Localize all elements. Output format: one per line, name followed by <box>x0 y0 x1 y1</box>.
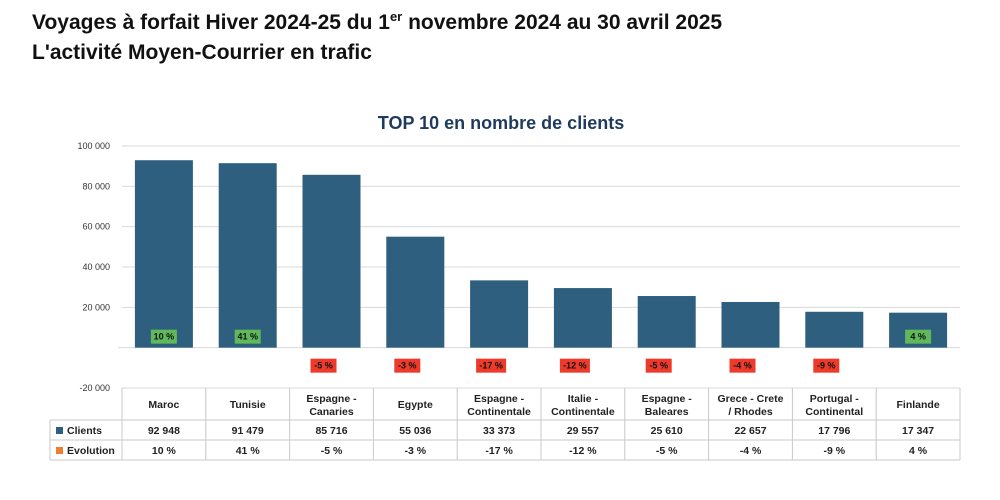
evolution-tag-label: -3 % <box>398 361 417 371</box>
table-cell-evolution: -5 % <box>321 445 343 457</box>
evolution-tag: -12 % <box>559 358 590 373</box>
category-label: Finlande <box>897 399 940 411</box>
table-cell-evolution: -4 % <box>740 445 762 457</box>
evolution-tag: -9 % <box>813 358 840 373</box>
table-cell-evolution: -5 % <box>656 445 678 457</box>
evolution-tag-bg <box>729 358 756 373</box>
bar <box>805 311 864 348</box>
evolution-tag-label: -17 % <box>479 361 503 371</box>
evolution-tag-bg <box>905 329 932 344</box>
bar <box>302 174 361 348</box>
evolution-tag-label: 4 % <box>910 332 926 342</box>
evolution-tag: 10 % <box>150 329 177 344</box>
table-cell-evolution: -3 % <box>405 445 427 457</box>
evolution-tag: -3 % <box>394 358 421 373</box>
category-label: Espagne -Baleares <box>642 393 693 418</box>
table-cell-clients: 33 373 <box>483 425 515 437</box>
bar <box>721 301 780 348</box>
category-label: Espagne -Continentale <box>467 393 531 418</box>
evolution-tag-bg <box>150 329 177 344</box>
page-heading: Voyages à forfait Hiver 2024-25 du 1er n… <box>32 8 722 68</box>
table-cell-clients: 29 557 <box>567 425 599 437</box>
bar <box>553 288 612 348</box>
bars <box>134 160 948 348</box>
evolution-tag: 4 % <box>905 329 932 344</box>
evolution-tag-bg <box>813 358 840 373</box>
table-cell-clients: 91 479 <box>232 425 264 437</box>
evolution-tag-bg <box>645 358 672 373</box>
bar <box>637 296 696 348</box>
category-label: Espagne -Canaries <box>306 393 357 418</box>
category-label: Egypte <box>398 399 433 411</box>
heading-line-2: L'activité Moyen-Courrier en trafic <box>32 41 372 64</box>
heading-line-1-rest: novembre 2024 au 30 avril 2025 <box>402 11 723 34</box>
category-label: Maroc <box>148 399 179 411</box>
evolution-tag-bg <box>559 358 590 373</box>
evolution-tag: 41 % <box>234 329 261 344</box>
evolution-tag-bg <box>234 329 261 344</box>
row-label-clients: Clients <box>67 425 102 437</box>
y-axis-ticks: -20 000 20 000 40 000 60 000 80 000 100 000 <box>77 141 110 393</box>
table-cell-evolution: -9 % <box>824 445 846 457</box>
row-label-evolution: Evolution <box>67 445 115 457</box>
evolution-tag-label: -4 % <box>733 361 752 371</box>
table-cell-clients: 55 036 <box>399 425 431 437</box>
table-cell-evolution: -12 % <box>569 445 597 457</box>
y-tick-label: -20 000 <box>79 383 110 393</box>
bar <box>386 236 445 348</box>
legend-swatch-clients <box>56 427 63 434</box>
table-cell-clients: 25 610 <box>651 425 683 437</box>
evolution-tag-label: 10 % <box>154 332 175 342</box>
legend-swatch-evolution <box>56 447 63 454</box>
bar <box>134 160 193 348</box>
table-cell-evolution: 10 % <box>152 445 177 457</box>
y-tick-label: 40 000 <box>82 262 110 272</box>
table-cell-clients: 85 716 <box>315 425 347 437</box>
category-label: Portugal -Continental <box>805 393 863 418</box>
y-tick-label: 80 000 <box>82 181 110 191</box>
evolution-tags: 10 % 41 % -5 % -3 % -17 % -12 % -5 % -4 % -9 % 4 … <box>150 329 932 373</box>
heading-superscript: er <box>389 9 403 24</box>
evolution-tag-label: -5 % <box>314 361 333 371</box>
table-cell-clients: 17 796 <box>818 425 850 437</box>
evolution-tag-label: -9 % <box>817 361 836 371</box>
evolution-tag-label: -12 % <box>563 361 587 371</box>
table-cell-clients: 22 657 <box>734 425 766 437</box>
evolution-tag-label: -5 % <box>649 361 668 371</box>
category-label: Grece - Crete / Rhodes <box>718 393 784 418</box>
evolution-tag-bg <box>394 358 421 373</box>
evolution-tag: -5 % <box>645 358 672 373</box>
evolution-tag-bg <box>476 358 507 373</box>
bar <box>218 163 277 348</box>
table-cell-evolution: 41 % <box>236 445 261 457</box>
y-tick-label: 60 000 <box>82 222 110 232</box>
evolution-tag-bg <box>310 358 337 373</box>
heading-line-1: Voyages à forfait Hiver 2024-25 du 1er n… <box>32 8 722 38</box>
evolution-tag: -17 % <box>476 358 507 373</box>
category-label: Tunisie <box>230 399 266 411</box>
data-table: Maroc Tunisie Espagne -Canaries Egypte Espag… <box>49 388 961 461</box>
category-label: Italie -Continentale <box>551 393 615 418</box>
evolution-tag: -5 % <box>310 358 337 373</box>
evolution-tag-label: 41 % <box>237 332 258 342</box>
y-tick-label: 20 000 <box>82 302 110 312</box>
table-cell-clients: 17 347 <box>902 425 934 437</box>
bar <box>470 280 529 348</box>
table-cell-clients: 92 948 <box>148 425 180 437</box>
evolution-tag: -4 % <box>729 358 756 373</box>
chart-title: TOP 10 en nombre de clients <box>378 113 624 133</box>
heading-line-1-text: Voyages à forfait Hiver 2024-25 du 1 <box>32 11 390 34</box>
table-cell-evolution: 4 % <box>909 445 928 457</box>
y-tick-label: 100 000 <box>77 141 110 151</box>
table-cell-evolution: -17 % <box>485 445 513 457</box>
